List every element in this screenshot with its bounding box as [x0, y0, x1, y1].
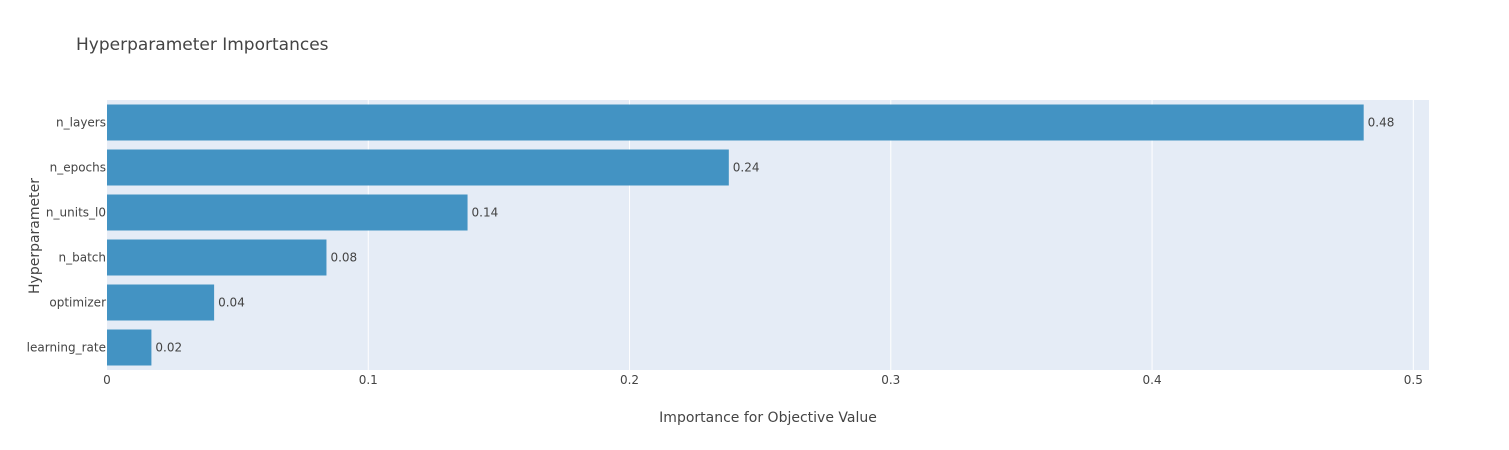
- bar-n-layers[interactable]: [107, 104, 1364, 141]
- x-tick-label: 0.5: [1404, 373, 1423, 387]
- y-tick-label: optimizer: [49, 296, 106, 310]
- chart-title: Hyperparameter Importances: [76, 35, 329, 55]
- x-tick-label: 0.3: [881, 373, 900, 387]
- bar-value-label: 0.08: [330, 251, 357, 265]
- bar-value-label: 0.04: [218, 296, 245, 310]
- bar-n-units-l0[interactable]: [107, 194, 468, 231]
- y-tick-label: n_batch: [59, 251, 106, 265]
- bar-value-label: 0.48: [1368, 116, 1395, 130]
- x-tick-label: 0.2: [620, 373, 639, 387]
- bar-value-label: 0.24: [733, 161, 760, 175]
- bar-value-labels: 0.02 0.04 0.08 0.14 0.24 0.48: [155, 116, 1394, 355]
- plot-area: [107, 100, 1429, 370]
- x-tick-label: 0.4: [1143, 373, 1162, 387]
- bar-n-epochs[interactable]: [107, 149, 729, 186]
- y-tick-label: n_epochs: [50, 161, 106, 175]
- x-axis-title: Importance for Objective Value: [659, 410, 877, 426]
- x-tick-labels: 0 0.1 0.2 0.3 0.4 0.5: [103, 373, 1423, 387]
- y-tick-label: n_units_l0: [46, 206, 106, 220]
- x-tick-label: 0.1: [359, 373, 378, 387]
- bar-value-label: 0.14: [472, 206, 499, 220]
- x-tick-label: 0: [103, 373, 111, 387]
- bar-value-label: 0.02: [155, 341, 182, 355]
- bar-n-batch[interactable]: [107, 239, 327, 276]
- y-tick-labels: learning_rate optimizer n_batch n_units_l0 n…: [27, 116, 106, 355]
- y-axis-title: Hyperparameter: [27, 178, 43, 294]
- bar-learning-rate[interactable]: [107, 329, 152, 366]
- y-tick-label: learning_rate: [27, 341, 106, 355]
- y-tick-label: n_layers: [56, 116, 106, 130]
- bars: [107, 104, 1364, 366]
- bar-optimizer[interactable]: [107, 284, 215, 321]
- gridlines: [367, 100, 1414, 370]
